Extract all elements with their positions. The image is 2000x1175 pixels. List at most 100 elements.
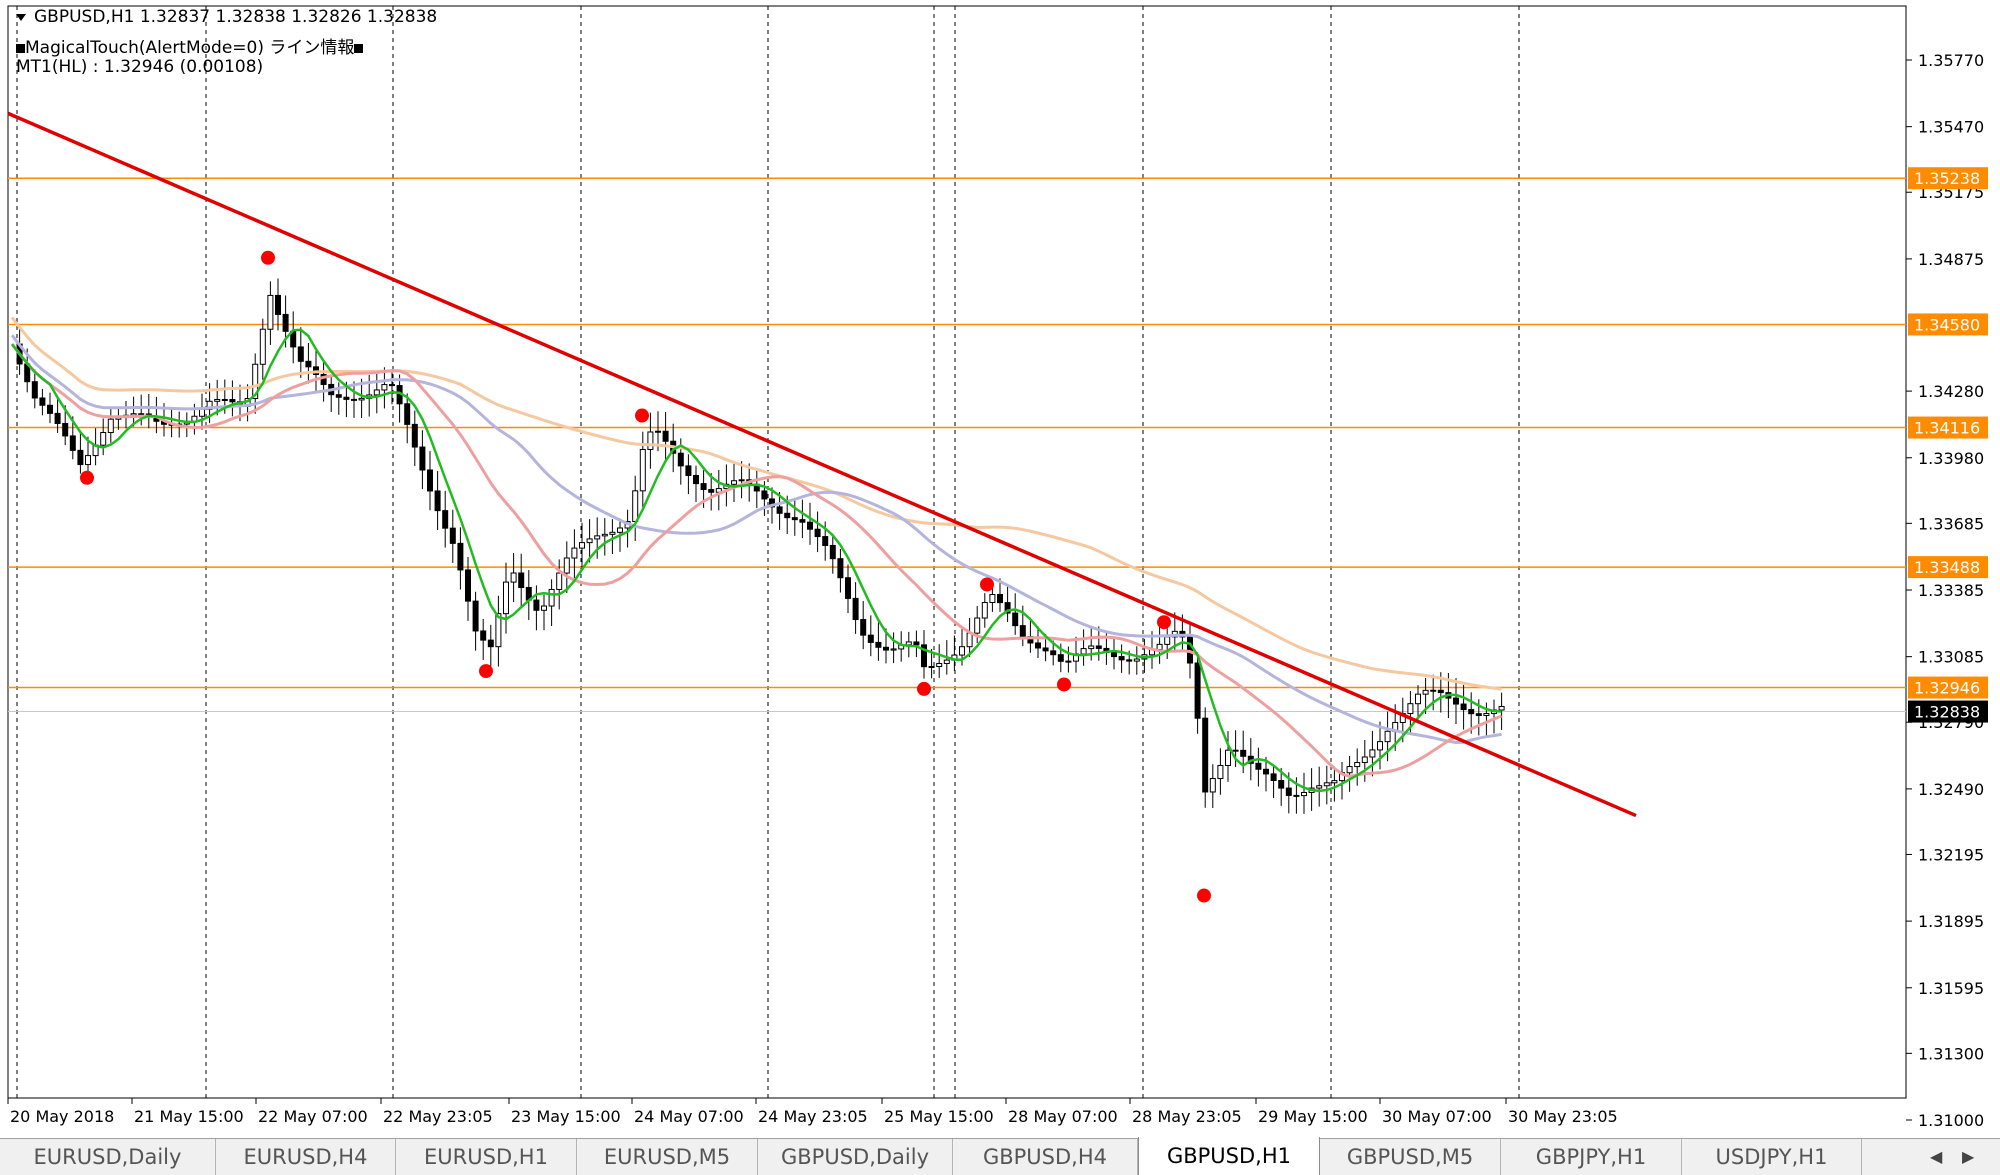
candle-bull	[548, 588, 555, 607]
candle-bear	[1278, 780, 1285, 789]
swing-low-marker	[1057, 677, 1071, 692]
candle-bear	[518, 572, 525, 589]
swing-high-marker	[1157, 615, 1171, 630]
current-price-label: 1.32838	[1914, 703, 1980, 722]
candle-bull	[1422, 689, 1429, 695]
tab-gbpjpy-h1[interactable]: GBPJPY,H1	[1501, 1139, 1682, 1175]
candle-bear	[39, 397, 46, 406]
moving-average-fast	[11, 328, 1502, 793]
candle-bear	[77, 449, 84, 466]
tab-eurusd-h1[interactable]: EURUSD,H1	[396, 1139, 577, 1175]
candle-bear	[1285, 787, 1292, 796]
candle-bull	[639, 448, 646, 492]
candle-bull	[1430, 689, 1437, 692]
candle-bear	[31, 381, 38, 399]
candle-bull	[1088, 645, 1095, 650]
candle-bear	[1042, 647, 1049, 652]
candle-bear	[54, 412, 61, 424]
collapse-triangle-icon[interactable]	[16, 13, 26, 21]
tab-gbpusd-m5[interactable]: GBPUSD,M5	[1320, 1139, 1501, 1175]
price-tick-label: 1.31000	[1918, 1111, 1984, 1130]
candle-bull	[647, 431, 654, 450]
candle-bull	[989, 593, 996, 604]
candle-bear	[351, 398, 357, 401]
candle-bull	[373, 389, 380, 396]
candle-bull	[1209, 778, 1216, 793]
candle-bear	[533, 599, 540, 611]
tab-eurusd-h4[interactable]: EURUSD,H4	[216, 1139, 396, 1175]
candle-bear	[784, 512, 791, 519]
candle-bull	[1498, 706, 1505, 711]
swing-high-marker	[635, 408, 649, 423]
tab-eurusd-m5[interactable]: EURUSD,M5	[577, 1139, 758, 1175]
candle-bear	[427, 469, 433, 492]
candle-bear	[335, 394, 342, 398]
candle-bear	[776, 506, 783, 514]
candle-bull	[563, 557, 570, 574]
level-price-badge	[1908, 313, 1988, 336]
arrow-left-icon[interactable]: ◀	[1930, 1147, 1943, 1166]
candle-bull	[655, 430, 661, 433]
candle-bull	[495, 613, 502, 648]
candle-bull	[100, 432, 107, 446]
candle-bear	[837, 558, 844, 579]
candle-bear	[442, 510, 449, 529]
tab-eurusd-daily[interactable]: EURUSD,Daily	[0, 1139, 216, 1175]
candle-bear	[761, 490, 768, 500]
candle-bear	[487, 639, 494, 648]
candle-bull	[1384, 730, 1391, 743]
candle-bear	[997, 593, 1003, 604]
candle-bear	[677, 452, 684, 467]
time-tick-label: 28 May 07:00	[1008, 1107, 1118, 1126]
level-price-label: 1.35238	[1914, 169, 1980, 188]
tab-gbpusd-daily[interactable]: GBPUSD,Daily	[758, 1139, 953, 1175]
level-price-badge	[1908, 556, 1988, 579]
candle-bear	[791, 517, 798, 521]
candle-bear	[708, 489, 715, 493]
candle-bull	[85, 455, 91, 466]
candle-bear	[472, 600, 479, 632]
candle-bear	[822, 536, 829, 546]
candle-bear	[434, 490, 441, 512]
candle-bear	[138, 413, 145, 416]
candle-bear	[282, 313, 289, 332]
time-tick-label: 22 May 23:05	[383, 1107, 493, 1126]
indicator-square-icon	[354, 43, 364, 53]
candle-bull	[981, 602, 988, 619]
candle-bull	[1316, 785, 1323, 789]
candle-bull	[928, 665, 935, 668]
tab-usdjpy-h1[interactable]: USDJPY,H1	[1682, 1139, 1862, 1175]
tab-gbpusd-h4[interactable]: GBPUSD,H4	[953, 1139, 1138, 1175]
candle-bull	[586, 538, 593, 544]
arrow-right-icon[interactable]: ▶	[1962, 1147, 1975, 1166]
price-tick-label: 1.33685	[1918, 514, 1984, 533]
price-tick-label: 1.32195	[1918, 845, 1984, 864]
candle-bull	[966, 632, 973, 648]
chart-area[interactable]: 1.35770 1.35470 1.35175 1.34875 1.34280 1.339…	[0, 0, 2000, 1138]
price-tick-label: 1.35470	[1918, 118, 1984, 137]
candle-bear	[1460, 703, 1467, 711]
swing-high-marker	[261, 250, 275, 265]
candle-bear	[693, 474, 699, 485]
candle-bear	[275, 294, 281, 315]
trendline[interactable]	[7, 111, 1637, 818]
candle-bull	[571, 547, 578, 559]
candle-bear	[1057, 654, 1064, 662]
candle-bull	[107, 418, 114, 434]
level-price-label: 1.33488	[1914, 558, 1980, 577]
candle-bear	[62, 422, 69, 437]
candle-bear	[1468, 709, 1475, 715]
candle-bear	[1019, 625, 1026, 638]
candle-bull	[252, 363, 259, 400]
swing-low-marker	[1197, 888, 1211, 903]
candle-bear	[1263, 768, 1269, 775]
price-tick-label: 1.31895	[1918, 912, 1984, 931]
tab-gbpusd-h1[interactable]: GBPUSD,H1	[1138, 1137, 1320, 1175]
swing-low-marker	[917, 681, 931, 696]
candle-bull	[1080, 648, 1087, 655]
candle-bull	[1217, 764, 1224, 780]
plot-frame	[7, 5, 1907, 1099]
price-chart[interactable]: 1.357701.354701.351751.348751.342801.339…	[0, 0, 2000, 1138]
symbol-info-text: GBPUSD,H1 1.32837 1.32838 1.32826 1.3283…	[34, 7, 438, 27]
symbol-info: GBPUSD,H1 1.32837 1.32838 1.32826 1.3283…	[16, 7, 437, 27]
